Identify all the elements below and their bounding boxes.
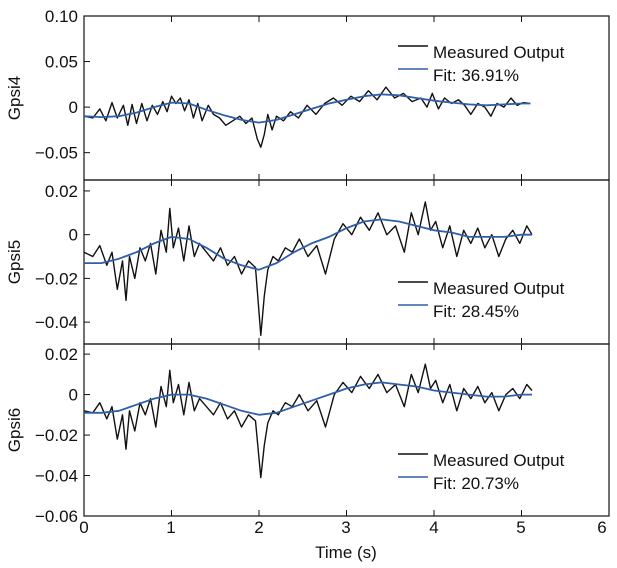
x-tick-label-3: 3 [341, 518, 350, 537]
x-tick-label-6: 6 [597, 518, 606, 537]
y-tick-label: −0.02 [35, 269, 78, 288]
measured-output-line [83, 86, 531, 148]
y-tick-label: −0.04 [35, 313, 78, 332]
x-tick-label-5: 5 [516, 518, 525, 537]
y-tick-label: 0.10 [45, 7, 78, 26]
fit-line [84, 218, 532, 271]
y-tick-label: 0.05 [45, 53, 78, 72]
shared-x-axis: 0 1 2 3 4 5 6 Time (s) [79, 518, 606, 562]
y-tick-label: 0 [69, 386, 78, 405]
fit-line [83, 93, 531, 124]
y-tick-label: −0.02 [35, 426, 78, 445]
x-axis-label: Time (s) [315, 543, 377, 562]
fit-line [84, 381, 532, 416]
y-tick-label: 0 [69, 98, 78, 117]
y-axis-label: Gpsi4 [5, 76, 24, 120]
plot-frame [83, 179, 610, 345]
panels: 0.10 0.05 0 −0.05 Gpsi4 Measured Output Fit: 3… [5, 7, 610, 526]
chart-panel-1: 0.02 0 −0.02 −0.04 Gpsi5 Measured Output Fit: … [5, 179, 610, 345]
legend-label: Measured Output [433, 451, 565, 470]
y-tick-label: −0.06 [35, 507, 78, 526]
x-tick-label-0: 0 [79, 518, 88, 537]
chart-panel-2: 0.02 0 −0.02 −0.04 −0.06 Gpsi6 Measured Output… [5, 343, 610, 526]
y-tick-label: −0.04 [35, 467, 78, 486]
y-axis-label: Gpsi6 [5, 408, 24, 452]
legend-label: Fit: 28.45% [433, 302, 519, 321]
legend-label: Fit: 36.91% [433, 66, 519, 85]
y-tick-label: −0.05 [35, 144, 78, 163]
y-tick-label: 0.02 [45, 182, 78, 201]
legend-label: Measured Output [433, 43, 565, 62]
x-tick-label-1: 1 [166, 518, 175, 537]
legend-label: Fit: 20.73% [433, 474, 519, 493]
y-axis-label: Gpsi5 [5, 240, 24, 284]
x-tick-label-2: 2 [254, 518, 263, 537]
chart-panel-0: 0.10 0.05 0 −0.05 Gpsi4 Measured Output Fit: 3… [5, 7, 610, 181]
plot-frame [83, 343, 610, 517]
legend-label: Measured Output [433, 279, 565, 298]
plot-frame [83, 15, 610, 181]
x-tick-label-4: 4 [429, 518, 438, 537]
y-tick-label: 0.02 [45, 345, 78, 364]
measured-output-line [83, 201, 533, 336]
y-tick-label: 0 [69, 226, 78, 245]
